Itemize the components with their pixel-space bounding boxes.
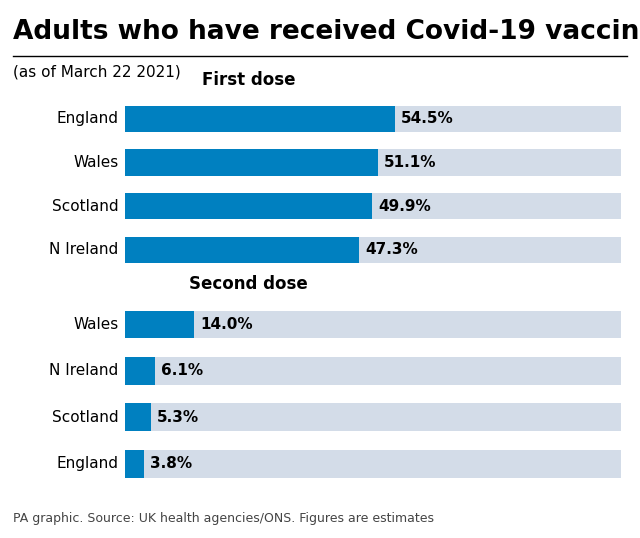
- Bar: [125, 237, 360, 263]
- Text: 49.9%: 49.9%: [378, 199, 431, 214]
- Text: N Ireland: N Ireland: [49, 242, 118, 257]
- Text: Second dose: Second dose: [189, 275, 308, 293]
- Text: 14.0%: 14.0%: [200, 317, 253, 332]
- Text: 5.3%: 5.3%: [157, 410, 199, 425]
- Bar: [125, 310, 621, 338]
- Text: Wales: Wales: [73, 317, 118, 332]
- Text: 51.1%: 51.1%: [384, 155, 436, 170]
- Bar: [125, 310, 195, 338]
- Bar: [125, 450, 621, 478]
- Text: PA graphic. Source: UK health agencies/ONS. Figures are estimates: PA graphic. Source: UK health agencies/O…: [13, 512, 434, 525]
- Bar: [125, 404, 621, 431]
- Text: 6.1%: 6.1%: [161, 363, 203, 378]
- Bar: [125, 450, 143, 478]
- Text: 47.3%: 47.3%: [365, 242, 418, 257]
- Text: England: England: [56, 456, 118, 471]
- Bar: [125, 357, 621, 385]
- Text: (as of March 22 2021): (as of March 22 2021): [13, 65, 180, 80]
- Text: Scotland: Scotland: [52, 410, 118, 425]
- Bar: [125, 150, 621, 175]
- Text: First dose: First dose: [202, 71, 296, 89]
- Text: Wales: Wales: [73, 155, 118, 170]
- Bar: [125, 105, 621, 132]
- Text: 3.8%: 3.8%: [150, 456, 192, 471]
- Text: England: England: [56, 111, 118, 126]
- Bar: [125, 193, 372, 220]
- Bar: [125, 237, 621, 263]
- Text: Adults who have received Covid-19 vaccine: Adults who have received Covid-19 vaccin…: [13, 19, 640, 45]
- Bar: [125, 404, 151, 431]
- Text: N Ireland: N Ireland: [49, 363, 118, 378]
- Bar: [125, 193, 621, 220]
- Bar: [125, 150, 378, 175]
- Bar: [125, 105, 395, 132]
- Text: 54.5%: 54.5%: [401, 111, 454, 126]
- Bar: [125, 357, 155, 385]
- Text: Scotland: Scotland: [52, 199, 118, 214]
